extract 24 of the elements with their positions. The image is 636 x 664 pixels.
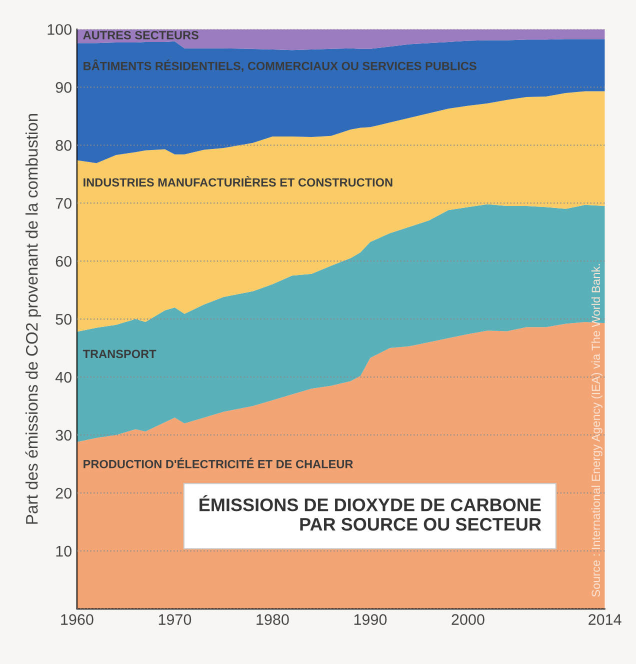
series-label: AUTRES SECTEURS <box>83 30 198 40</box>
x-tick-label: 1990 <box>354 614 387 625</box>
y-tick-label: 30 <box>56 430 72 441</box>
series-label: BÂTIMENTS RÉSIDENTIELS, COMMERCIAUX OU SERVICES PUBLICS <box>84 59 476 72</box>
series-label: PRODUCTION D'ÉLECTRICITÉ ET DE CHALEUR <box>84 458 353 468</box>
y-tick-label: 50 <box>56 314 72 325</box>
series-label: TRANSPORT <box>82 350 156 358</box>
y-tick-label: 40 <box>55 372 72 383</box>
x-tick-label: 1960 <box>61 614 94 625</box>
y-tick-label: 90 <box>56 82 72 93</box>
x-tick-label: 2014 <box>588 614 622 625</box>
text: ÉMISSIONS DE DIOXYDE DE CARBONE PAR SOURCE OU SECTEUR <box>200 495 542 531</box>
y-tick-label: 10 <box>56 546 72 557</box>
y-tick-label: 80 <box>56 140 72 151</box>
annotation: Source : International Energy Agency (IEA) via The World Bank. <box>591 264 602 597</box>
x-tick-label: 1980 <box>256 614 289 625</box>
y-axis-title: Part des émissions de CO2 provenant de la combustion <box>25 114 42 524</box>
y-tick-label: 100 <box>48 24 72 35</box>
x-tick-label: 1970 <box>158 614 192 625</box>
y-tick-label: 60 <box>56 256 72 267</box>
x-tick-label: 2000 <box>452 614 484 625</box>
y-tick-label: 70 <box>56 198 72 209</box>
series-label: INDUSTRIES MANUFACTURIÈRES ET CONSTRUCTION <box>84 176 392 187</box>
y-tick-label: 20 <box>56 488 72 499</box>
